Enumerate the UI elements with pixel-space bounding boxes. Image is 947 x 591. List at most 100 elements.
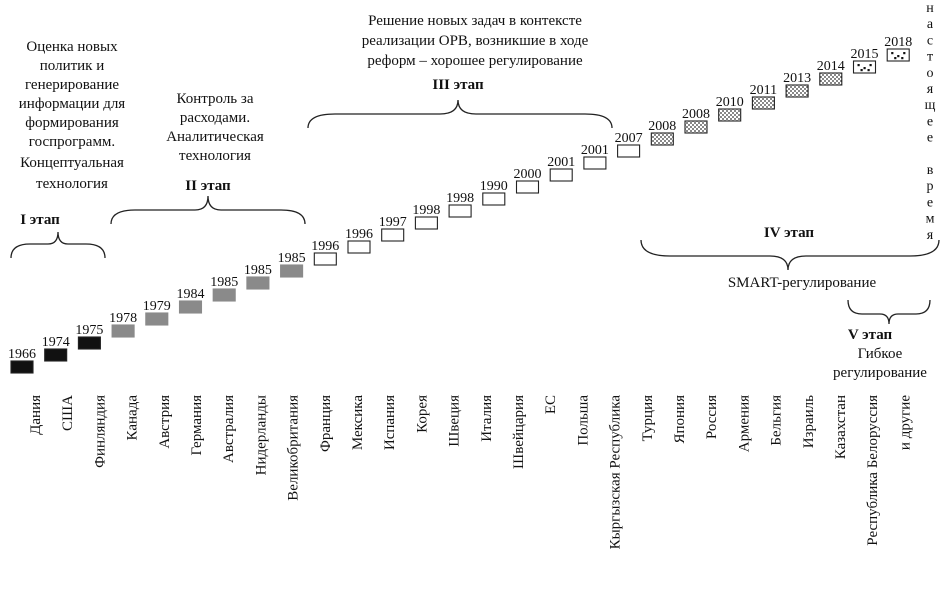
stage-1-desc-line: генерирование [25, 77, 119, 93]
country-label: Россия [704, 395, 720, 439]
stage-4-brace [640, 239, 940, 271]
year-marker-dot [897, 55, 900, 58]
year-marker [178, 300, 203, 314]
country-label: Финляндия [92, 395, 108, 468]
country-label: Армения [736, 395, 752, 452]
stage-2-desc-line: технология [179, 148, 251, 164]
stage-5-label: V этап [848, 327, 893, 343]
year-marker-dot [867, 69, 870, 72]
year-marker [280, 264, 304, 278]
stage-5-brace [847, 299, 931, 325]
country-label: Австрия [157, 395, 173, 449]
stage-4-desc-line: SMART-регулирование [728, 275, 877, 291]
year-marker [751, 96, 775, 110]
present-time-letter: в [927, 163, 934, 178]
country-label: Польша [575, 395, 591, 446]
year-marker [44, 348, 68, 362]
country-label: Япония [672, 395, 688, 444]
year-label: 1996 [345, 227, 373, 242]
stage-2-label: II этап [185, 178, 231, 194]
country-label: Швеция [447, 395, 463, 447]
year-marker [515, 180, 540, 194]
year-label: 2018 [884, 35, 912, 50]
year-marker [482, 192, 506, 206]
stage-1-description: Оценка новых политик и генерирование инф… [19, 39, 126, 192]
year-marker [381, 228, 405, 242]
present-time-letter: е [927, 131, 933, 146]
stage-1-desc-line: госпрограмм. [29, 134, 115, 150]
year-marker [718, 108, 742, 122]
stage-3-label: III этап [432, 77, 484, 93]
present-time-letter: т [927, 50, 933, 65]
year-marker-dot [863, 67, 866, 70]
present-time-letter: о [927, 66, 934, 81]
stage-1-desc-line: информации для [19, 96, 126, 112]
present-time-letter: я [927, 228, 934, 243]
year-label: 1974 [42, 335, 70, 350]
stage-2-desc-line: Аналитическая [166, 129, 264, 145]
present-time-letter: н [926, 1, 934, 16]
country-labels: Дания США Финляндия Канада Австрия Германия Ав… [28, 395, 913, 550]
stage-3-desc-line: Решение новых задач в контексте [368, 13, 582, 29]
stage-1-desc-line: Концептуальная [20, 155, 124, 171]
stage-2-desc-line: расходами. [180, 110, 250, 126]
country-label: Корея [414, 395, 430, 433]
country-label: Австралия [221, 395, 237, 463]
country-label: Дания [28, 395, 44, 435]
year-marker-dot [903, 52, 906, 55]
year-label: 1978 [109, 311, 137, 326]
year-label: 1966 [8, 347, 36, 362]
country-label: Франция [318, 395, 334, 452]
country-label: Германия [189, 395, 205, 456]
country-label: Республика Белоруссия [865, 395, 881, 546]
stage-3-desc-line: реформ – хорошее регулирование [367, 53, 583, 69]
year-marker [819, 72, 843, 86]
year-marker [549, 168, 573, 182]
year-label: 2010 [716, 95, 744, 110]
year-label: 2001 [547, 155, 575, 170]
year-label: 1998 [446, 191, 474, 206]
present-time-letter: м [926, 212, 935, 227]
year-label: 1975 [75, 323, 103, 338]
stage-1-desc-line: технология [36, 176, 108, 192]
year-label: 2008 [682, 107, 710, 122]
year-label: 2013 [783, 71, 811, 86]
year-label: 1984 [177, 287, 205, 302]
present-time-letter: щ [925, 98, 936, 113]
country-label: Кыргызская Республика [608, 395, 624, 550]
year-marker [145, 312, 169, 326]
country-label: Италия [479, 395, 495, 442]
country-label: Великобритания [286, 395, 302, 501]
year-labels: 1966 1974 1975 1978 1979 1984 1985 1985 1985 1996… [8, 35, 912, 362]
year-label: 1985 [244, 263, 272, 278]
year-label: 1990 [480, 179, 508, 194]
year-marker [414, 216, 438, 230]
year-marker-dot [857, 64, 860, 67]
year-marker [650, 132, 674, 146]
year-label: 2008 [648, 119, 676, 134]
stage-3-description: Решение новых задач в контексте реализац… [362, 13, 589, 69]
year-marker [448, 204, 472, 218]
present-time-letter: е [927, 195, 933, 210]
year-label: 2014 [817, 59, 845, 74]
year-marker-dot [869, 64, 872, 67]
stage-5-desc-line: регулирование [833, 365, 927, 381]
stage-1-label: I этап [20, 212, 60, 228]
country-label: и другие [897, 395, 913, 450]
country-label: Швейцария [511, 395, 527, 469]
year-marker [617, 144, 641, 158]
year-marker [313, 252, 337, 266]
stage-1-desc-line: формирования [25, 115, 119, 131]
stage-1-desc-line: Оценка новых [26, 39, 118, 55]
year-label: 1985 [210, 275, 238, 290]
year-marker [111, 324, 135, 338]
year-label: 2007 [615, 131, 643, 146]
year-label: 2001 [581, 143, 609, 158]
year-label: 1997 [379, 215, 407, 230]
year-label: 1985 [278, 251, 306, 266]
country-label: Мексика [350, 395, 366, 450]
stage-1-brace [10, 231, 106, 259]
year-marker-dot [894, 57, 897, 60]
